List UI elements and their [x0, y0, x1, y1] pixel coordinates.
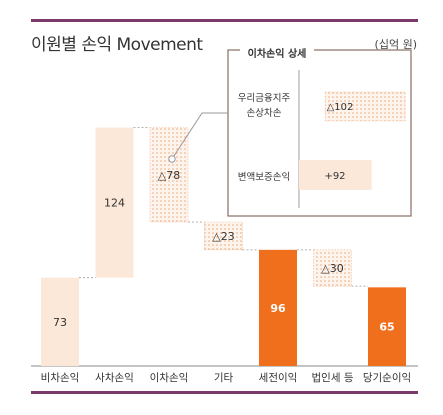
unit-label: (십억 원): [374, 38, 417, 51]
inset-item-label: 손상차손: [247, 107, 282, 119]
inset-item-label: 우리금융지주: [238, 93, 291, 104]
inset-bar: [324, 91, 406, 122]
top-accent-line: [31, 19, 418, 22]
category-label: 세전이익: [259, 372, 298, 384]
category-label: 기타: [214, 372, 234, 384]
bar-value-label: △23: [212, 230, 234, 243]
inset-item-label: 변액보증손익: [238, 171, 290, 183]
inset-bar: [299, 160, 372, 190]
category-label: 비차손익: [41, 372, 80, 384]
inset-title-bg: [240, 45, 314, 61]
callout-line: [171, 112, 228, 160]
bar: [95, 127, 134, 278]
bar: [204, 221, 243, 251]
category-label: 사차손익: [95, 372, 134, 384]
bar: [41, 277, 79, 366]
category-label: 이차손익: [150, 372, 189, 384]
bar-value-label: △78: [158, 169, 180, 182]
bar-value-label: 65: [379, 321, 394, 334]
bar-value-label: △30: [321, 262, 343, 275]
callout-dot: [168, 155, 176, 163]
bar: [259, 249, 297, 366]
bar-value-label: 73: [53, 316, 67, 329]
bottom-accent-line: [31, 391, 418, 394]
inset-item-value: +92: [324, 171, 345, 182]
inset-box: [227, 49, 412, 217]
bar-value-label: 124: [104, 197, 125, 210]
inset-item-value: △102: [327, 102, 354, 113]
chart-title: 이원별 손익 Movement: [31, 35, 203, 55]
bar: [368, 287, 406, 366]
bar-value-label: 96: [270, 302, 286, 315]
inset-title: 이차손익 상세: [248, 47, 307, 60]
category-label: 법인세 등: [312, 372, 354, 384]
category-label: 당기순이익: [363, 372, 411, 384]
bar: [313, 249, 352, 287]
